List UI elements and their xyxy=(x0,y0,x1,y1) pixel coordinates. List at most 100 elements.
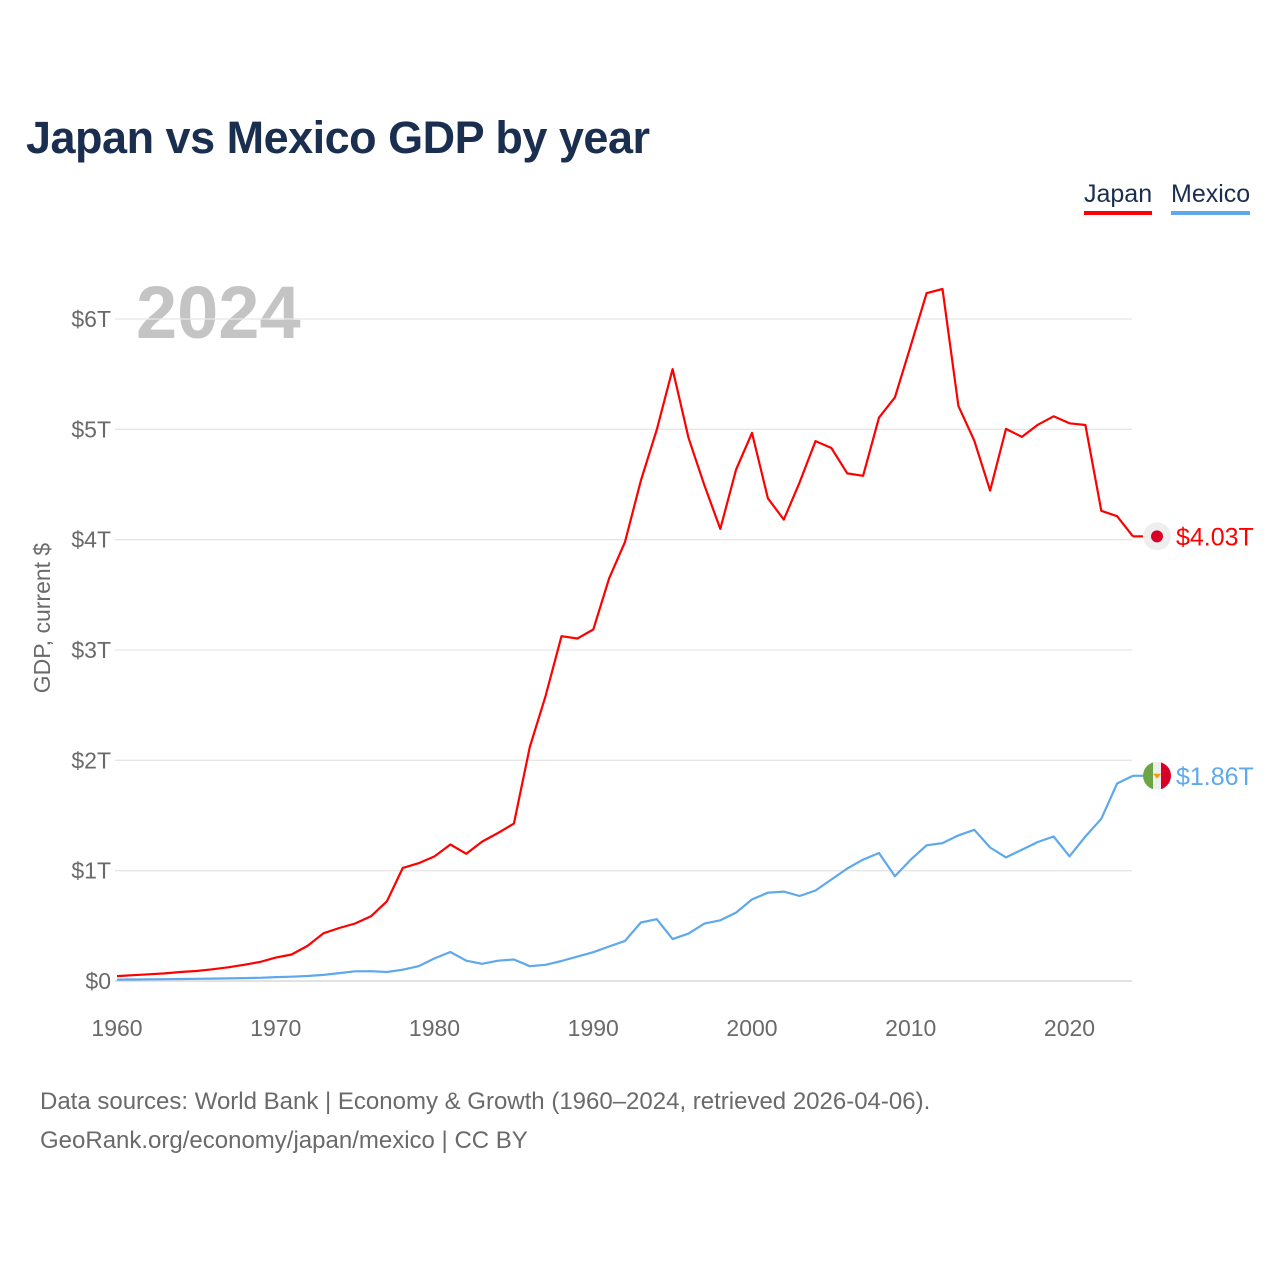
flag-green xyxy=(1143,761,1153,790)
data-point-mexico xyxy=(971,827,977,833)
data-point-mexico xyxy=(146,976,152,982)
data-point-japan xyxy=(622,539,628,545)
data-point-mexico xyxy=(543,962,549,968)
data-point-mexico xyxy=(368,968,374,974)
data-point-mexico xyxy=(384,969,390,975)
y-tick-label: $4T xyxy=(71,527,111,553)
data-point-mexico xyxy=(495,958,501,964)
data-point-japan xyxy=(876,415,882,421)
data-point-japan xyxy=(241,962,247,968)
data-point-japan xyxy=(352,921,358,927)
data-point-japan xyxy=(797,479,803,485)
y-tick-label: $0 xyxy=(85,968,111,994)
y-tick-label: $6T xyxy=(71,306,111,332)
data-point-japan xyxy=(987,488,993,494)
data-point-mexico xyxy=(241,975,247,981)
flag-stripes xyxy=(1143,761,1171,790)
data-point-japan xyxy=(638,478,644,484)
data-point-japan xyxy=(273,955,279,961)
x-tick-label: 1990 xyxy=(568,1015,619,1041)
data-point-japan xyxy=(670,366,676,372)
end-value-label: $4.03T xyxy=(1176,523,1254,551)
data-point-japan xyxy=(257,959,263,965)
data-point-mexico xyxy=(463,958,469,964)
data-point-mexico xyxy=(1114,781,1120,787)
data-point-mexico xyxy=(447,949,453,955)
data-point-japan xyxy=(717,526,723,532)
data-point-japan xyxy=(527,744,533,750)
data-point-mexico xyxy=(273,974,279,980)
data-point-mexico xyxy=(622,938,628,944)
x-tick-label: 2000 xyxy=(726,1015,777,1041)
data-point-japan xyxy=(1035,422,1041,428)
data-point-japan xyxy=(559,633,565,639)
data-point-japan xyxy=(384,898,390,904)
data-point-mexico xyxy=(511,956,517,962)
data-point-japan xyxy=(368,913,374,919)
data-point-japan xyxy=(336,925,342,931)
data-point-japan xyxy=(813,438,819,444)
data-point-mexico xyxy=(178,976,184,982)
data-point-mexico xyxy=(797,893,803,899)
legend-mexico[interactable]: Mexico xyxy=(1171,180,1251,215)
source-link[interactable]: GeoRank.org/economy/japan/mexico | CC BY xyxy=(40,1127,528,1154)
flag-red xyxy=(1161,761,1171,790)
data-point-mexico xyxy=(1067,853,1073,859)
data-point-mexico xyxy=(1082,833,1088,839)
data-point-japan xyxy=(209,966,215,972)
data-point-japan xyxy=(1003,426,1009,432)
data-point-japan xyxy=(1019,434,1025,440)
data-point-japan xyxy=(828,445,834,451)
data-point-mexico xyxy=(955,832,961,838)
data-point-mexico xyxy=(876,850,882,856)
data-point-mexico xyxy=(527,963,533,969)
x-tick-label: 2020 xyxy=(1044,1015,1095,1041)
data-point-japan xyxy=(654,427,660,433)
legend-japan[interactable]: Japan xyxy=(1084,180,1153,215)
data-point-japan xyxy=(686,435,692,441)
data-point-mexico xyxy=(733,910,739,916)
y-tick-label: $1T xyxy=(71,858,111,884)
data-point-japan xyxy=(225,964,231,970)
source-line: Data sources: World Bank | Economy & Gro… xyxy=(40,1088,931,1115)
data-point-mexico xyxy=(717,917,723,923)
data-point-mexico xyxy=(1098,816,1104,822)
data-point-japan xyxy=(1051,413,1057,419)
mexico-flag-icon xyxy=(1143,761,1171,790)
x-tick-label: 1960 xyxy=(91,1015,142,1041)
data-point-mexico xyxy=(289,974,295,980)
data-point-japan xyxy=(971,438,977,444)
data-point-mexico xyxy=(987,844,993,850)
data-point-japan xyxy=(924,290,930,296)
data-point-japan xyxy=(447,842,453,848)
x-tick-label: 1980 xyxy=(409,1015,460,1041)
data-point-mexico xyxy=(352,968,358,974)
data-point-mexico xyxy=(400,967,406,973)
data-point-japan xyxy=(1067,420,1073,426)
data-point-mexico xyxy=(336,970,342,976)
data-point-mexico xyxy=(305,973,311,979)
data-point-mexico xyxy=(924,842,930,848)
data-point-mexico xyxy=(844,865,850,871)
series-line-japan xyxy=(116,287,1134,978)
data-point-mexico xyxy=(416,963,422,969)
data-point-japan xyxy=(432,853,438,859)
data-point-japan xyxy=(908,343,914,349)
data-point-japan xyxy=(479,839,485,845)
japan-flag-icon xyxy=(1143,522,1171,551)
data-point-japan xyxy=(749,430,755,436)
data-point-mexico xyxy=(908,857,914,863)
data-point-mexico xyxy=(432,955,438,961)
data-point-mexico xyxy=(670,936,676,942)
data-point-mexico xyxy=(654,916,660,922)
data-point-mexico xyxy=(1003,854,1009,860)
data-point-mexico xyxy=(781,889,787,895)
data-point-mexico xyxy=(193,976,199,982)
data-point-japan xyxy=(574,636,580,642)
data-point-japan xyxy=(781,517,787,523)
data-point-japan xyxy=(178,969,184,975)
data-point-mexico xyxy=(813,888,819,894)
data-point-japan xyxy=(701,482,707,488)
data-point-mexico xyxy=(892,873,898,879)
